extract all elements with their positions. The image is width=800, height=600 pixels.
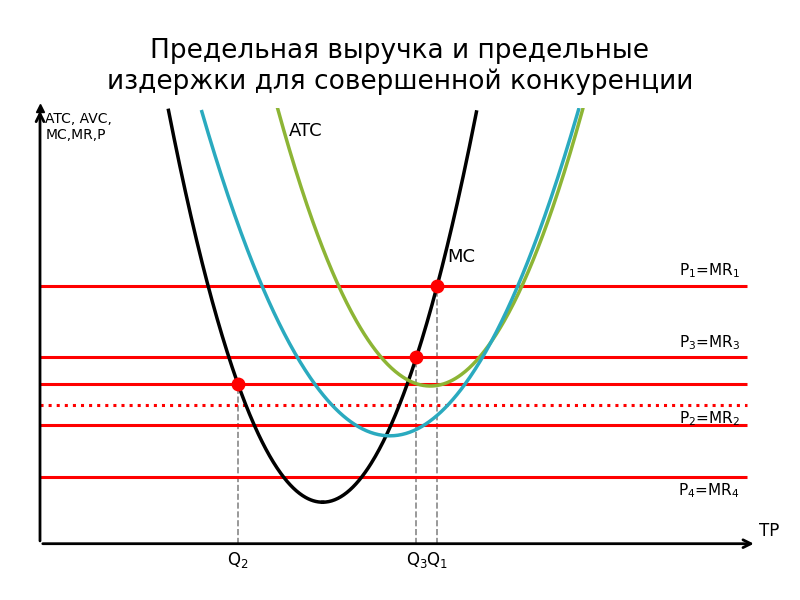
Title: Предельная выручка и предельные
издержки для совершенной конкуренции: Предельная выручка и предельные издержки… <box>107 38 693 95</box>
Text: TP: TP <box>758 521 779 539</box>
Text: Q$_1$: Q$_1$ <box>426 550 448 570</box>
Text: P$_3$=MR$_3$: P$_3$=MR$_3$ <box>678 333 740 352</box>
Text: P$_2$=MR$_2$: P$_2$=MR$_2$ <box>679 409 740 428</box>
Text: ATC, AVC,
MC,MR,P: ATC, AVC, MC,MR,P <box>46 112 112 142</box>
Text: P$_1$=MR$_1$: P$_1$=MR$_1$ <box>679 262 740 280</box>
Text: P$_4$=MR$_4$: P$_4$=MR$_4$ <box>678 481 740 500</box>
Text: Q$_3$: Q$_3$ <box>406 550 427 570</box>
Text: ATC: ATC <box>289 122 322 140</box>
Text: Q$_2$: Q$_2$ <box>227 550 249 570</box>
Text: MC: MC <box>447 248 475 266</box>
